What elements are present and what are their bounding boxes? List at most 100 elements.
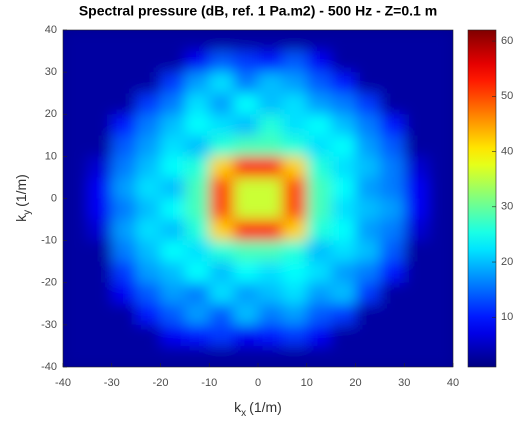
- heatmap-cell: [87, 51, 113, 73]
- heatmap-cell: [184, 324, 210, 347]
- heatmap-cell: [87, 135, 113, 157]
- x-tick-label: 40: [447, 377, 459, 389]
- heatmap-cell: [331, 240, 356, 263]
- heatmap-cell: [136, 114, 161, 136]
- heatmap-cell: [63, 93, 88, 115]
- heatmap-cell: [184, 156, 210, 178]
- heatmap-cell: [428, 30, 453, 52]
- heatmap-cell: [355, 240, 381, 263]
- heatmap-cell: [184, 261, 210, 284]
- heatmap-cell: [306, 282, 332, 305]
- heatmap-cell: [111, 345, 137, 367]
- y-tick-label: 40: [45, 24, 57, 36]
- y-tick-label: -30: [41, 319, 57, 331]
- heatmap-cell: [160, 345, 186, 367]
- heatmap-cell: [355, 324, 381, 347]
- heatmap-cell: [136, 72, 161, 94]
- heatmap-cell: [233, 345, 259, 367]
- heatmap-cell: [428, 240, 453, 263]
- heatmap-cell: [184, 240, 210, 263]
- y-tick-label: -20: [41, 277, 57, 289]
- heatmap-cell: [331, 156, 356, 178]
- heatmap-cell: [355, 30, 381, 52]
- heatmap-cell: [111, 261, 137, 284]
- heatmap-cell: [209, 114, 235, 136]
- heatmap-cell: [233, 156, 259, 178]
- heatmap-cell: [306, 240, 332, 263]
- heatmap-cell: [87, 72, 113, 94]
- heatmap-cell: [428, 51, 453, 73]
- heatmap-cell: [136, 324, 161, 347]
- heatmap-cell: [404, 345, 430, 367]
- heatmap-cell: [379, 30, 405, 52]
- heatmap-cell: [233, 51, 259, 73]
- heatmap-cell: [87, 30, 113, 52]
- heatmap-cell: [306, 135, 332, 157]
- heatmap-cell: [111, 303, 137, 326]
- y-tick-label: -10: [41, 235, 57, 247]
- heatmap-cell: [160, 114, 186, 136]
- heatmap-cell: [63, 219, 88, 242]
- heatmap-cell: [63, 72, 88, 94]
- heatmap-cell: [306, 261, 332, 284]
- heatmap-cell: [87, 114, 113, 136]
- heatmap-cell: [258, 303, 283, 326]
- heatmap-cell: [160, 219, 186, 242]
- heatmap-cell: [282, 93, 308, 115]
- heatmap-cell: [379, 345, 405, 367]
- heatmap-cell: [428, 156, 453, 178]
- heatmap-cell: [184, 135, 210, 157]
- heatmap-cell: [306, 219, 332, 242]
- heatmap-cell: [282, 324, 308, 347]
- heatmap-cell: [282, 261, 308, 284]
- heatmap-cell: [282, 198, 308, 221]
- heatmap-cell: [404, 261, 430, 284]
- x-tick-label: -40: [55, 377, 71, 389]
- heatmap-cell: [160, 177, 186, 199]
- heatmap-cell: [355, 156, 381, 178]
- heatmap-cell: [111, 51, 137, 73]
- heatmap-cell: [160, 198, 186, 221]
- heatmap-cell: [379, 219, 405, 242]
- heatmap-cell: [160, 324, 186, 347]
- heatmap-cell: [258, 156, 283, 178]
- heatmap-cell: [233, 324, 259, 347]
- heatmap-cell: [428, 261, 453, 284]
- x-tick-label: 20: [349, 377, 361, 389]
- heatmap-cell: [331, 135, 356, 157]
- plot-area: [63, 30, 453, 367]
- heatmap-cell: [233, 261, 259, 284]
- heatmap-cell: [136, 198, 161, 221]
- heatmap-cell: [355, 177, 381, 199]
- heatmap-cell: [209, 219, 235, 242]
- heatmap-cell: [306, 72, 332, 94]
- heatmap-cell: [355, 261, 381, 284]
- heatmap-cell: [160, 240, 186, 263]
- heatmap-cell: [355, 303, 381, 326]
- heatmap-cell: [282, 30, 308, 52]
- heatmap-cell: [404, 30, 430, 52]
- heatmap-cell: [209, 198, 235, 221]
- heatmap-cell: [63, 282, 88, 305]
- heatmap-cell: [63, 303, 88, 326]
- heatmap-cell: [306, 114, 332, 136]
- colorbar-tick-label: 30: [501, 201, 513, 213]
- heatmap-cell: [160, 72, 186, 94]
- heatmap-cell: [87, 93, 113, 115]
- colorbar-tick-label: 50: [501, 90, 513, 102]
- heatmap-cell: [404, 282, 430, 305]
- heatmap-cell: [87, 219, 113, 242]
- y-tick-label: 30: [45, 66, 57, 78]
- colorbar-tick-label: 60: [501, 35, 513, 47]
- heatmap-cell: [111, 135, 137, 157]
- heatmap-cell: [306, 156, 332, 178]
- heatmap-cell: [63, 135, 88, 157]
- heatmap-cell: [160, 261, 186, 284]
- heatmap-cell: [87, 345, 113, 367]
- heatmap-cell: [111, 282, 137, 305]
- heatmap-cell: [87, 324, 113, 347]
- heatmap-cell: [136, 93, 161, 115]
- heatmap-cell: [379, 156, 405, 178]
- heatmap-cell: [428, 114, 453, 136]
- heatmap-cell: [355, 198, 381, 221]
